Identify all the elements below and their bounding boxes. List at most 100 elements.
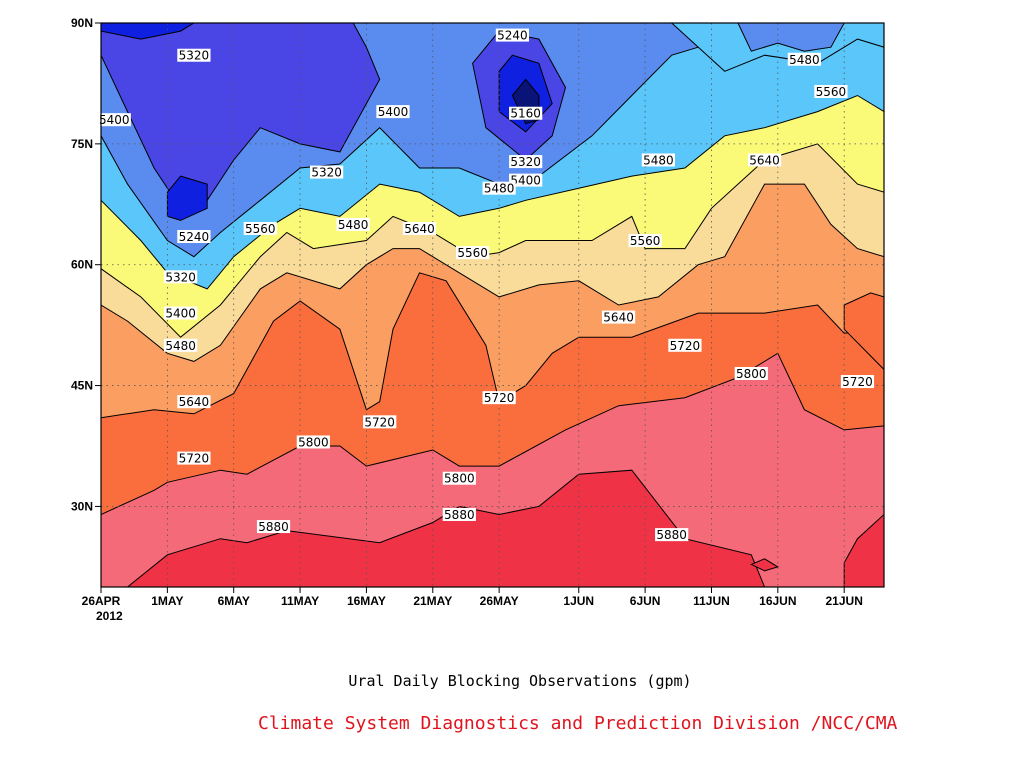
contour-label: 5720 — [179, 452, 210, 466]
contour-label-box — [455, 246, 490, 260]
contour-label: 5720 — [364, 415, 395, 429]
contour-label-box — [177, 451, 211, 465]
contour-label-box — [628, 234, 662, 248]
contour-label: 5560 — [245, 222, 276, 236]
contour-label-box — [177, 48, 211, 62]
contour-label: 5320 — [311, 166, 342, 180]
contour-label-box — [482, 391, 516, 405]
plot-frame — [100, 22, 885, 588]
contour-label: 5880 — [656, 528, 687, 542]
contour-label: 5480 — [643, 153, 674, 167]
contour-label-box — [668, 338, 702, 352]
y-axis: 90N 75N 60N 45N 30N — [71, 16, 101, 513]
band-5160-5240 — [101, 23, 195, 40]
contour-label-box — [310, 165, 344, 179]
contour-line-5480 — [101, 94, 884, 290]
x-tick-label: 6MAY — [218, 594, 250, 608]
band-gt5880 — [101, 470, 884, 587]
y-tick-label: 30N — [71, 499, 93, 513]
contour-label-box — [376, 105, 410, 119]
contour-label: 5160 — [510, 107, 541, 121]
chart-caption: Ural Daily Blocking Observations (gpm) — [348, 672, 692, 690]
contour-label-box — [442, 471, 476, 485]
contour-label: 5640 — [404, 222, 435, 236]
contour-island-gt5880 — [843, 513, 884, 587]
contour-label: 5400 — [378, 105, 409, 119]
contour-label: 5320 — [179, 49, 210, 63]
contour-label: 5640 — [179, 395, 210, 409]
x-tick-label: 11MAY — [281, 594, 319, 608]
contour-label: 5800 — [444, 472, 475, 486]
x-tick-label: 26APR — [82, 594, 121, 608]
contour-label-box — [655, 528, 689, 542]
contour-line-5560 — [101, 143, 884, 338]
contour-label-box — [787, 52, 821, 66]
contour-label: 5320 — [510, 155, 541, 169]
contour-label-box — [164, 306, 198, 320]
contour-label-box — [177, 395, 211, 409]
contour-label-box — [97, 113, 131, 127]
contour-label: 5720 — [670, 339, 701, 353]
contour-label-box — [747, 153, 782, 167]
contour-label-box — [734, 366, 768, 380]
contour-label-box — [509, 106, 543, 120]
contour-label: 5240 — [179, 230, 210, 244]
contour-label-box — [601, 310, 636, 324]
x-tick-label: 1JUN — [563, 594, 594, 608]
contour-island-5320-5400 — [737, 23, 845, 52]
contour-label-box — [495, 28, 530, 42]
y-tick-label: 75N — [71, 137, 93, 151]
contour-label: 5720 — [484, 391, 515, 405]
contour-fills — [101, 23, 884, 587]
contour-label: 5880 — [258, 520, 289, 534]
x-tick-label: 21JUN — [826, 594, 863, 608]
contour-label: 5400 — [165, 307, 196, 321]
contour-label-box — [256, 520, 291, 534]
contour-label: 5400 — [99, 113, 130, 127]
contour-label-box — [164, 338, 198, 352]
contour-label: 5560 — [630, 234, 661, 248]
x-tick-label: 16JUN — [759, 594, 796, 608]
contour-label-box — [164, 270, 198, 284]
contour-label: 5720 — [842, 375, 873, 389]
contour-label: 5800 — [736, 367, 767, 381]
contour-line-5400 — [101, 23, 739, 258]
contour-label: 5480 — [484, 182, 515, 196]
x-tick-label: 11JUN — [693, 594, 730, 608]
contour-label-box — [814, 84, 848, 98]
contour-label: 5560 — [816, 85, 847, 99]
grid-lines — [101, 23, 884, 587]
contour-label: 5560 — [457, 246, 488, 260]
x-tick-label: 1MAY — [151, 594, 183, 608]
contour-label-box — [177, 230, 211, 244]
contour-label: 5320 — [165, 270, 196, 284]
contour-label: 5640 — [603, 311, 634, 325]
contour-line-5320 — [101, 23, 381, 209]
contour-label-box — [363, 415, 397, 429]
x-tick-label: 6JUN — [630, 594, 661, 608]
y-tick-label: 60N — [71, 258, 93, 272]
contour-label: 5240 — [497, 29, 528, 43]
contour-label-box — [336, 217, 370, 231]
x-axis: 2012 26APR 1MAY 6MAY 11MAY 16MAY 21MAY 26MAY 1J… — [82, 587, 863, 623]
contour-label: 5800 — [298, 435, 329, 449]
contour-label-box — [509, 155, 543, 169]
contour-labels: 5320 5400 5240 5320 5400 5480 5640 5720 5800 5880… — [97, 28, 875, 542]
contour-label: 5480 — [338, 218, 369, 232]
contour-label: 5640 — [749, 153, 780, 167]
y-tick-label: 45N — [71, 379, 93, 393]
x-tick-label: 16MAY — [347, 594, 386, 608]
contour-label-box — [482, 181, 516, 195]
contour-label-box — [243, 221, 277, 235]
contour-label-box — [641, 153, 675, 167]
contour-line-5640 — [101, 183, 884, 362]
contour-label: 5480 — [789, 53, 820, 67]
x-tick-label: 26MAY — [480, 594, 519, 608]
contour-label-box — [402, 221, 437, 235]
contour-island-gt5880 — [750, 558, 780, 572]
contour-label: 5480 — [165, 339, 196, 353]
contour-label-box — [442, 507, 476, 521]
contour-label-box — [296, 435, 330, 449]
x-tick-label: 21MAY — [413, 594, 452, 608]
